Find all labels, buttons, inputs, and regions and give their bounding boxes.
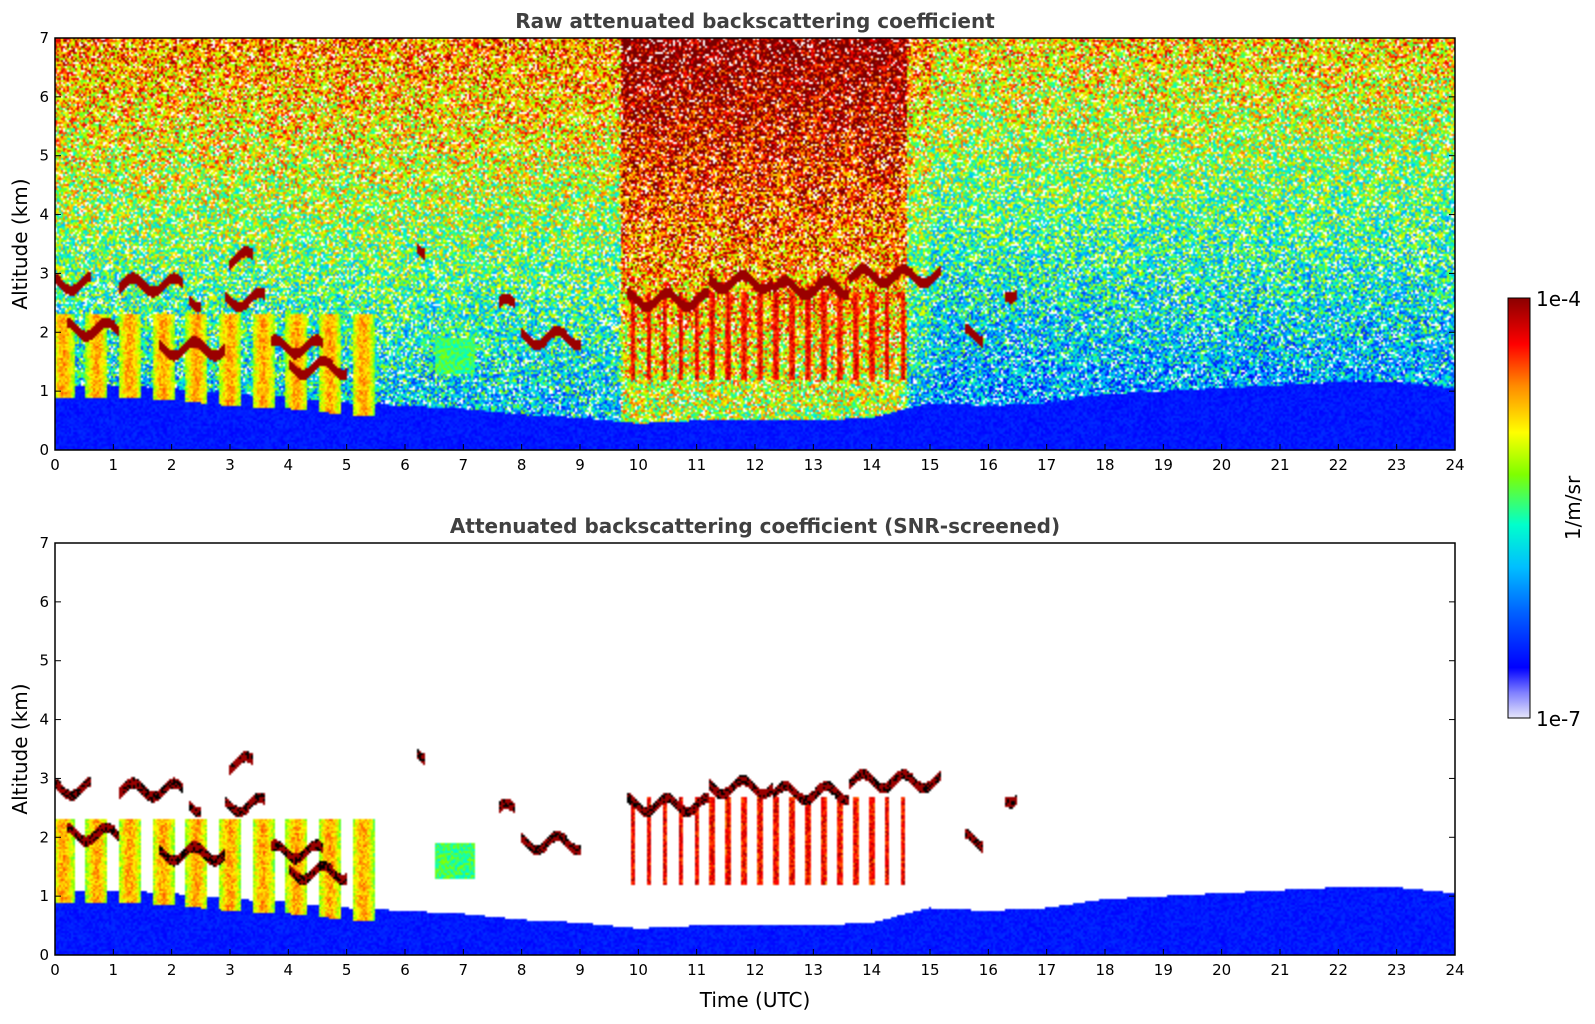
x-tick-label: 9	[575, 961, 585, 979]
x-tick-label: 3	[225, 456, 235, 474]
y-tick-label: 7	[39, 534, 49, 552]
x-tick-label: 21	[1270, 456, 1289, 474]
x-axis-label: Time (UTC)	[699, 988, 811, 1012]
x-tick-label: 18	[1095, 961, 1114, 979]
y-tick-label: 7	[39, 29, 49, 47]
x-tick-label: 24	[1445, 456, 1464, 474]
x-tick-label: 9	[575, 456, 585, 474]
x-tick-label: 24	[1445, 961, 1464, 979]
heatmap-raw	[55, 38, 1455, 450]
y-tick-label: 0	[39, 946, 49, 964]
x-tick-label: 10	[629, 961, 648, 979]
x-tick-label: 21	[1270, 961, 1289, 979]
x-tick-label: 14	[862, 961, 881, 979]
x-tick-label: 4	[284, 456, 294, 474]
y-tick-label: 5	[39, 652, 49, 670]
x-tick-label: 22	[1329, 456, 1348, 474]
y-tick-label: 3	[39, 264, 49, 282]
x-tick-label: 2	[167, 456, 177, 474]
x-tick-label: 3	[225, 961, 235, 979]
x-tick-label: 7	[459, 961, 469, 979]
panel-title-raw: Raw attenuated backscattering coefficien…	[515, 9, 995, 33]
x-tick-label: 4	[284, 961, 294, 979]
x-tick-label: 8	[517, 456, 527, 474]
x-tick-label: 18	[1095, 456, 1114, 474]
y-tick-label: 4	[39, 206, 49, 224]
y-tick-label: 0	[39, 441, 49, 459]
y-tick-label: 1	[39, 887, 49, 905]
colorbar: 1e-4 1e-7 1/m/sr	[1507, 287, 1585, 731]
y-tick-label: 3	[39, 769, 49, 787]
x-tick-label: 20	[1212, 961, 1231, 979]
y-tick-label: 6	[39, 88, 49, 106]
y-tick-label: 1	[39, 382, 49, 400]
x-tick-label: 5	[342, 961, 352, 979]
colorbar-gradient	[1507, 297, 1531, 719]
x-tick-label: 8	[517, 961, 527, 979]
y-tick-label: 6	[39, 593, 49, 611]
x-tick-label: 20	[1212, 456, 1231, 474]
panel-screened: Attenuated backscattering coefficient (S…	[8, 514, 1465, 1012]
x-tick-label: 17	[1037, 456, 1056, 474]
x-tick-label: 12	[745, 961, 764, 979]
x-tick-label: 1	[109, 961, 119, 979]
x-tick-label: 23	[1387, 961, 1406, 979]
x-tick-label: 1	[109, 456, 119, 474]
x-tick-label: 0	[50, 961, 60, 979]
y-tick-label: 2	[39, 323, 49, 341]
panel-raw: Raw attenuated backscattering coefficien…	[8, 9, 1465, 474]
x-tick-label: 5	[342, 456, 352, 474]
x-tick-label: 11	[687, 456, 706, 474]
x-tick-label: 19	[1154, 961, 1173, 979]
y-axis-label-screened: Altitude (km)	[8, 683, 32, 814]
x-tick-label: 0	[50, 456, 60, 474]
colorbar-units-label: 1/m/sr	[1561, 475, 1585, 540]
y-tick-label: 5	[39, 147, 49, 165]
x-tick-label: 15	[920, 456, 939, 474]
heatmap-screened	[55, 543, 1455, 955]
x-tick-label: 14	[862, 456, 881, 474]
y-axis-label-raw: Altitude (km)	[8, 178, 32, 309]
x-tick-label: 16	[979, 961, 998, 979]
colorbar-min-label: 1e-7	[1536, 707, 1581, 731]
y-tick-label: 2	[39, 828, 49, 846]
x-tick-label: 15	[920, 961, 939, 979]
x-tick-label: 13	[804, 456, 823, 474]
x-tick-label: 17	[1037, 961, 1056, 979]
x-tick-label: 11	[687, 961, 706, 979]
ticks-raw: 0 1 2 3 4 5 6 7 8 9 10 11 12 13 14 15 16 17 18 19 20 21 22 23 24…	[39, 29, 1464, 474]
x-tick-label: 22	[1329, 961, 1348, 979]
x-tick-label: 19	[1154, 456, 1173, 474]
panel-title-screened: Attenuated backscattering coefficient (S…	[450, 514, 1060, 538]
x-tick-label: 13	[804, 961, 823, 979]
ticks-screened: 0 1 2 3 4 5 6 7 8 9 10 11 12 13 14 15 16 17 18 19 20 21 22 23 24…	[39, 534, 1464, 979]
x-tick-label: 12	[745, 456, 764, 474]
x-tick-label: 6	[400, 456, 410, 474]
y-tick-label: 4	[39, 711, 49, 729]
x-tick-label: 16	[979, 456, 998, 474]
colorbar-max-label: 1e-4	[1536, 287, 1581, 311]
x-tick-label: 10	[629, 456, 648, 474]
x-tick-label: 23	[1387, 456, 1406, 474]
x-tick-label: 2	[167, 961, 177, 979]
x-tick-label: 7	[459, 456, 469, 474]
x-tick-label: 6	[400, 961, 410, 979]
